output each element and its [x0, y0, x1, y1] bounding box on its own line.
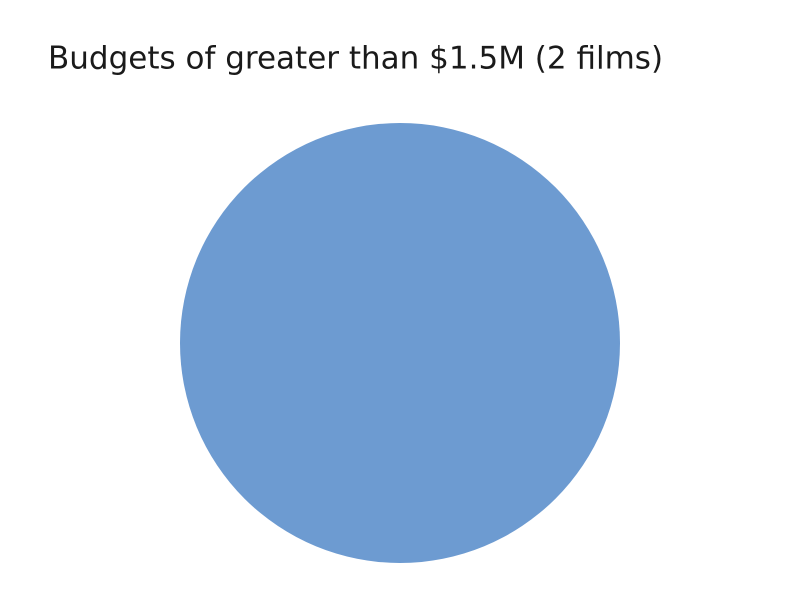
pie-slice — [180, 123, 620, 563]
chart-title: Budgets of greater than $1.5M (2 films) — [48, 41, 663, 77]
